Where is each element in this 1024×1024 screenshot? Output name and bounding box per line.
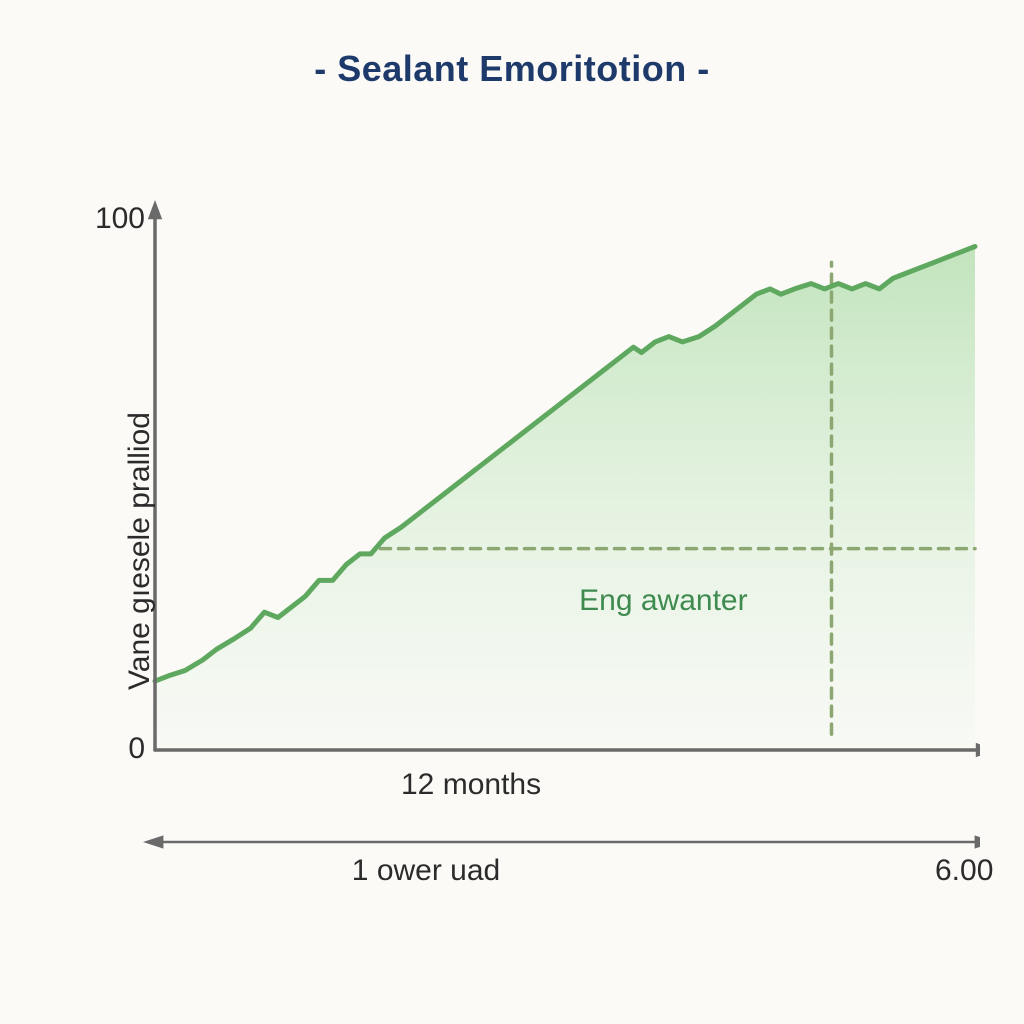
- x-axis-label-lower: 1 ower uad: [352, 854, 500, 888]
- y-tick-100: 100: [85, 202, 145, 236]
- chart-annotation: Enɡ awanter: [579, 584, 747, 618]
- y-tick-0: 0: [85, 732, 145, 766]
- chart-title: - Sealant Emoritotion -: [0, 48, 1024, 90]
- chart-svg: [80, 200, 980, 850]
- x-end-tick-label: 6.00: [935, 854, 993, 888]
- y-axis-label: Vane gıesele pralliod: [123, 412, 157, 690]
- x-axis-label-upper: 12 months: [401, 768, 541, 802]
- chart-area: 100 0 Vane gıesele pralliod 12 months 1 …: [80, 200, 980, 850]
- page: - Sealant Emoritotion - 100 0 Vane gıese…: [0, 0, 1024, 1024]
